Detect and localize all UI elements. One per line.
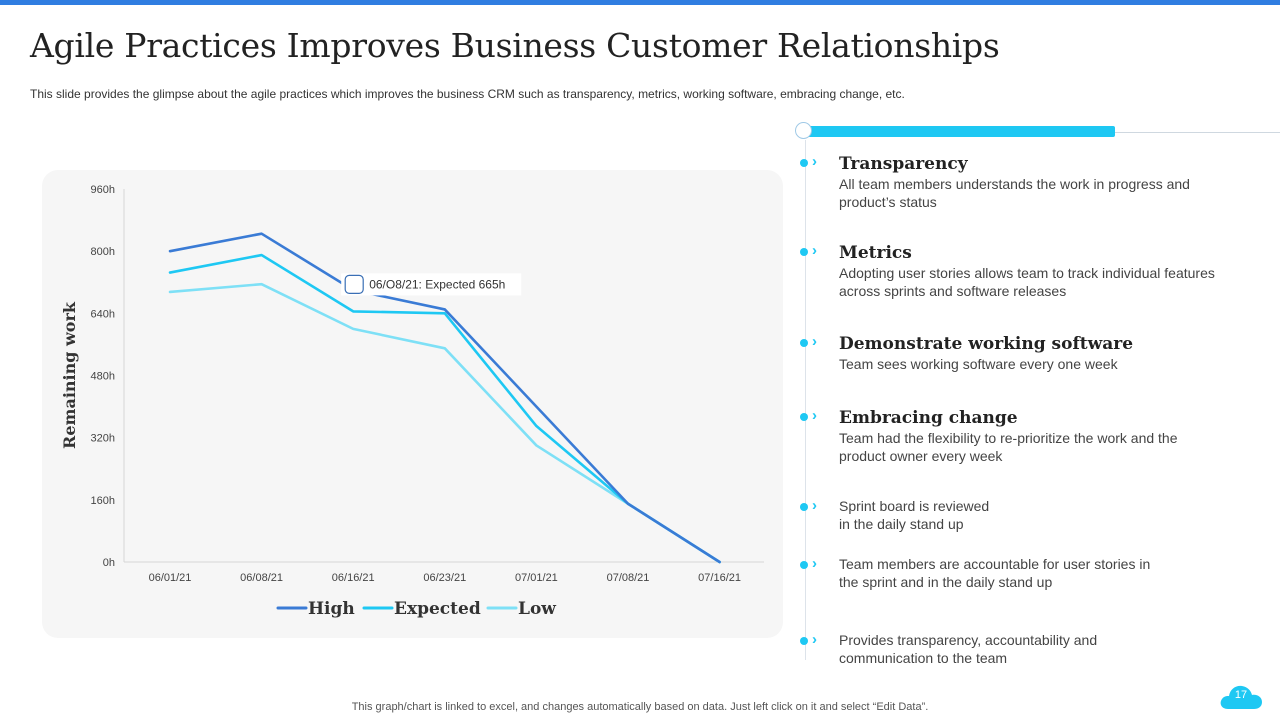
practice-item-embracing-change: › Embracing change Team had the flexibil… [800,407,1220,465]
bullet-dot-icon [800,561,808,569]
practice-item-transparency-summary: › Provides transparency, accountability … [800,631,1120,667]
y-tick-label: 160h [91,495,115,507]
x-tick-label: 06/16/21 [332,572,375,584]
series-line-low[interactable] [168,282,721,564]
timeline-start-node [795,122,812,139]
practice-text: Team sees working software every one wee… [839,356,1118,372]
series-line-expected[interactable] [168,253,721,564]
chevron-right-icon: › [812,631,817,648]
bullet-dot-icon [800,159,808,167]
practice-title: Metrics [839,243,912,263]
burndown-chart[interactable]: 0h 160h 320h 480h 640h 800h 960h 06/01/21 06/08/… [42,170,783,638]
timeline-vertical-line [805,140,806,660]
practice-text: Sprint board is reviewed in the daily st… [839,498,990,532]
timeline-progress-bar [805,126,1115,137]
bullet-dot-icon [800,248,808,256]
practice-item-transparency: › Transparency All team members understa… [800,153,1220,211]
chart-tooltip-text: 06/O8/21: Expected 665h [369,277,505,291]
practice-item-working-software: › Demonstrate working software Team sees… [800,333,1220,374]
chevron-right-icon: › [812,407,817,424]
bullet-dot-icon [800,339,808,347]
practice-text: Adopting user stories allows team to tra… [839,265,1215,299]
slide-title: Agile Practices Improves Business Custom… [30,26,1000,65]
bullet-dot-icon [800,503,808,511]
practice-item-metrics: › Metrics Adopting user stories allows t… [800,242,1220,300]
x-tick-label: 07/08/21 [607,572,650,584]
x-tick-label: 06/01/21 [149,572,192,584]
y-tick-label: 320h [91,433,115,445]
practice-item-sprint-board: › Sprint board is reviewed in the daily … [800,497,990,533]
practice-text: All team members understands the work in… [839,176,1190,210]
chevron-right-icon: › [812,242,817,259]
chevron-right-icon: › [812,555,817,572]
practice-title: Transparency [839,154,968,174]
top-accent-bar [0,0,1280,5]
bullet-dot-icon [800,637,808,645]
chart-tooltip-box [341,273,522,296]
tooltip-marker-icon [344,274,364,294]
legend-label-high[interactable]: High [308,599,355,619]
chevron-right-icon: › [812,333,817,350]
page-number: 17 [1234,689,1248,701]
y-axis-label: Remaining work [60,301,79,449]
practice-title: Embracing change [839,408,1018,428]
practice-item-accountable: › Team members are accountable for user … [800,555,1160,591]
y-tick-label: 800h [91,246,115,258]
y-tick-label: 640h [91,308,115,320]
chevron-right-icon: › [812,153,817,170]
y-tick-label: 960h [91,184,115,196]
footer-note: This graph/chart is linked to excel, and… [351,701,929,713]
legend-label-low[interactable]: Low [518,599,556,619]
series-line-high[interactable] [168,232,721,564]
x-tick-label: 06/08/21 [240,572,283,584]
legend-label-expected[interactable]: Expected [394,599,481,619]
practice-text: Team had the flexibility to re-prioritiz… [839,430,1178,464]
cloud-icon [1220,685,1262,709]
practice-title: Demonstrate working software [839,334,1134,354]
bullet-dot-icon [800,413,808,421]
chart-panel[interactable]: 0h 160h 320h 480h 640h 800h 960h 06/01/21 06/08/… [42,170,783,638]
x-tick-label: 07/01/21 [515,572,558,584]
slide-subtitle: This slide provides the glimpse about th… [30,87,905,101]
chevron-right-icon: › [812,497,817,514]
y-tick-label: 0h [103,557,115,569]
y-tick-label: 480h [91,371,115,383]
x-tick-label: 06/23/21 [423,572,466,584]
practice-text: Team members are accountable for user st… [839,556,1151,590]
x-tick-label: 07/16/21 [698,572,741,584]
practice-text: Provides transparency, accountability an… [839,632,1098,666]
